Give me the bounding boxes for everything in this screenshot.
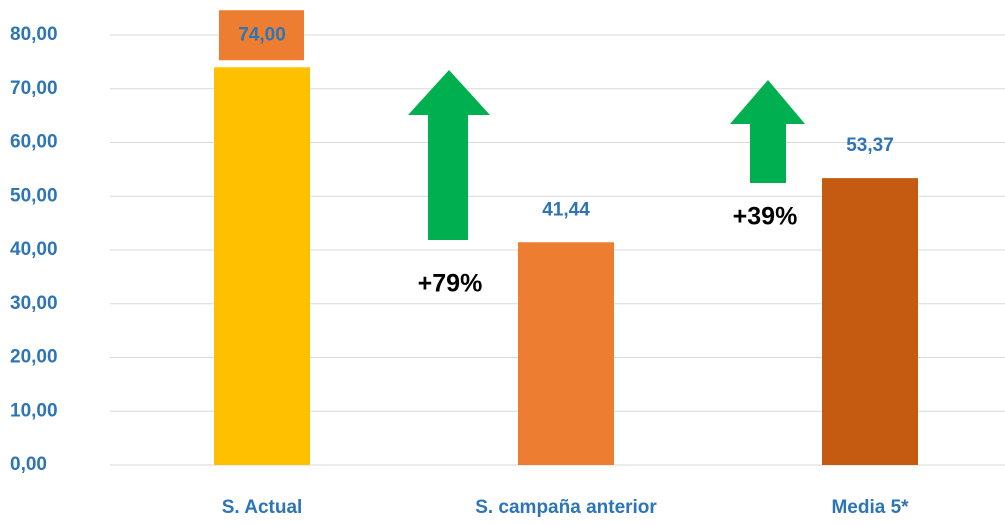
value-label-box bbox=[219, 10, 304, 61]
x-tick-label: S. campaña anterior bbox=[475, 497, 657, 518]
annotation: +39% bbox=[733, 203, 798, 231]
y-tick-label: 20,00 bbox=[10, 347, 58, 368]
bar bbox=[518, 242, 614, 465]
up-arrow bbox=[408, 70, 490, 240]
y-tick-label: 0,00 bbox=[10, 454, 47, 475]
y-tick-label: 70,00 bbox=[10, 78, 58, 99]
x-tick-label: S. Actual bbox=[222, 497, 303, 518]
value-label: 74,00 bbox=[238, 24, 286, 45]
bar bbox=[822, 178, 918, 466]
y-tick-label: 40,00 bbox=[10, 239, 58, 260]
bar bbox=[214, 67, 310, 465]
y-tick-label: 60,00 bbox=[10, 132, 58, 153]
value-label: 53,37 bbox=[846, 135, 894, 156]
y-tick-label: 80,00 bbox=[10, 24, 58, 45]
y-tick-label: 30,00 bbox=[10, 293, 58, 314]
value-label: 41,44 bbox=[542, 199, 590, 220]
annotation: +79% bbox=[418, 270, 483, 298]
y-tick-label: 50,00 bbox=[10, 185, 58, 206]
x-tick-label: Media 5* bbox=[831, 497, 909, 518]
y-tick-label: 10,00 bbox=[10, 400, 58, 421]
up-arrow bbox=[730, 80, 805, 183]
